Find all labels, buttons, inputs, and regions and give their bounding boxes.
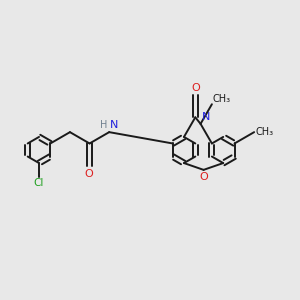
Text: H: H	[100, 120, 108, 130]
Text: O: O	[200, 172, 208, 182]
Text: CH₃: CH₃	[213, 94, 231, 104]
Text: O: O	[85, 169, 94, 179]
Text: N: N	[202, 112, 210, 122]
Text: Cl: Cl	[34, 178, 44, 188]
Text: N: N	[110, 120, 118, 130]
Text: CH₃: CH₃	[256, 127, 274, 137]
Text: O: O	[191, 83, 200, 93]
